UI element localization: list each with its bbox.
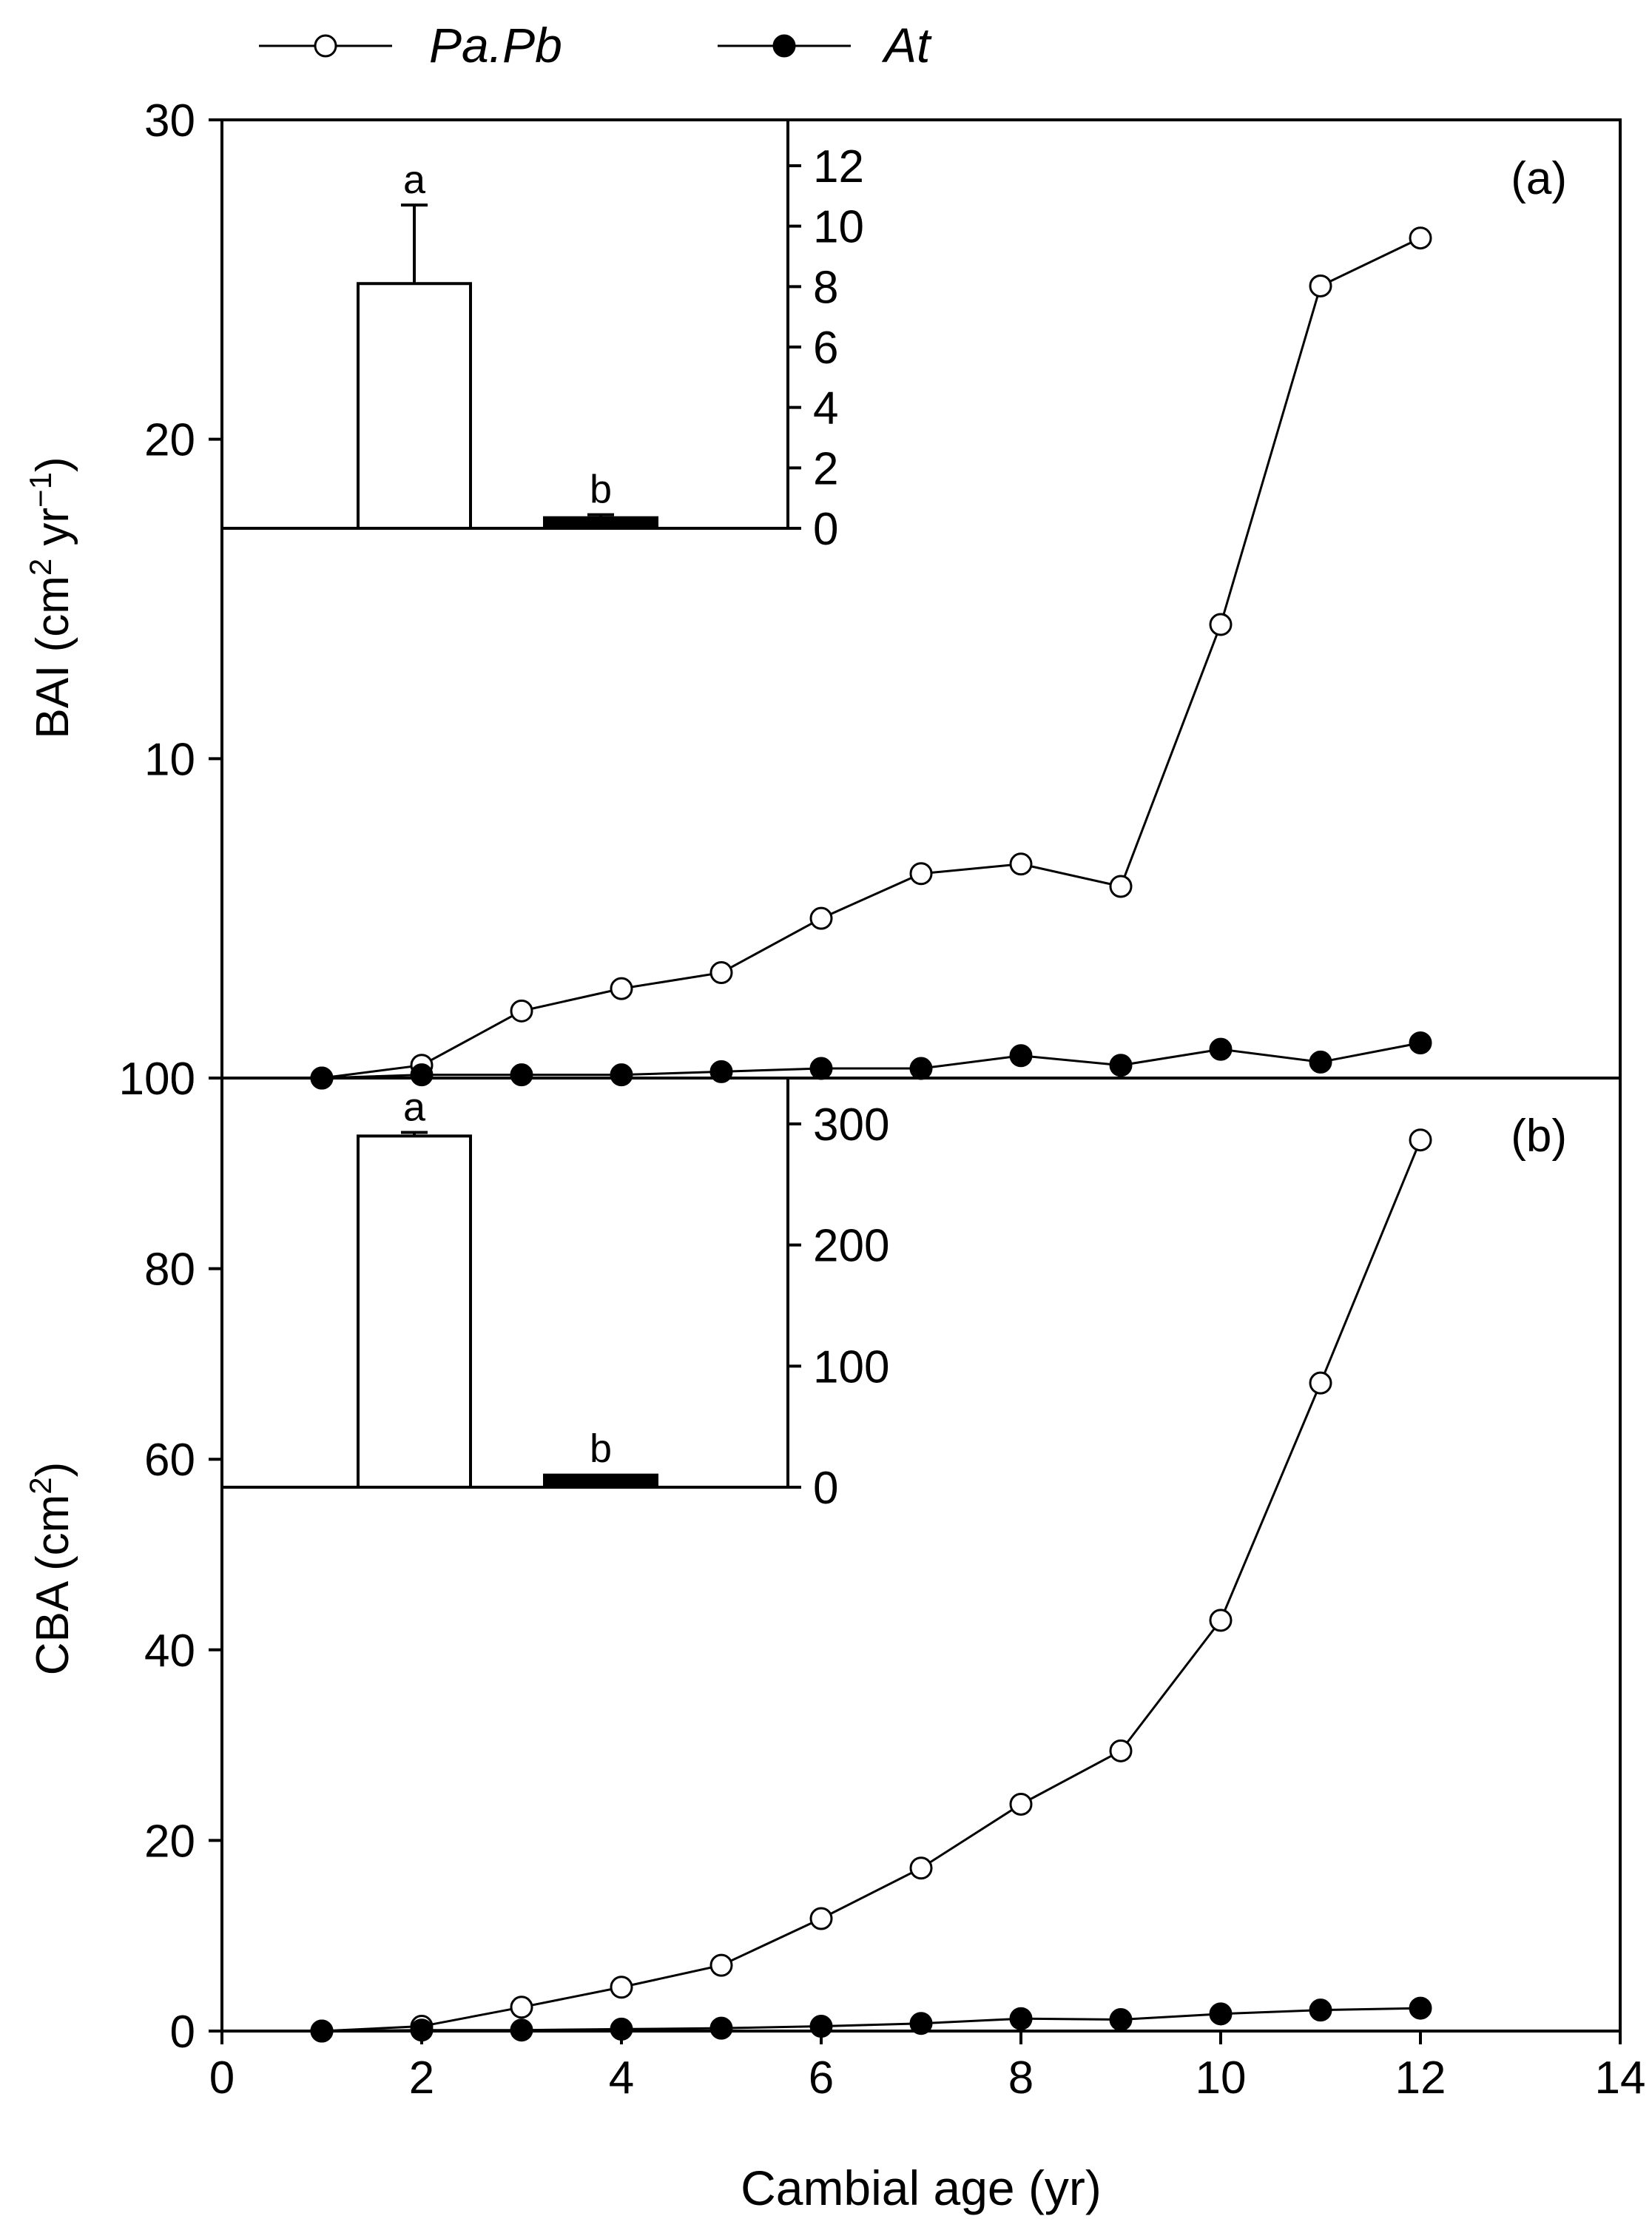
inset-bar-papb — [357, 282, 472, 530]
data-point-at — [1209, 1037, 1233, 1061]
data-point-at — [1309, 1998, 1332, 2022]
data-point-papb — [909, 1856, 933, 1880]
data-point-papb — [1109, 875, 1133, 898]
data-point-at — [1109, 2008, 1133, 2032]
y-tick-label: 20 — [144, 415, 195, 466]
x-tick-label: 12 — [1395, 2053, 1446, 2104]
x-tick-label: 4 — [609, 2053, 634, 2104]
data-point-papb — [610, 977, 633, 1000]
x-tick-label: 10 — [1196, 2053, 1247, 2104]
data-point-at — [1009, 1044, 1033, 1068]
panel-a: 0 10 20 30 BAI (cm2 yr−1) (a) 0 2 4 6 8 10 12 a b — [23, 95, 1622, 1105]
data-point-at — [1409, 1996, 1432, 2020]
data-point-papb — [510, 1996, 533, 2019]
data-point-papb — [709, 961, 733, 985]
panel-label: (b) — [1511, 1111, 1567, 1162]
inset-bar-letter: b — [590, 468, 612, 512]
series-line-at — [321, 1042, 1421, 1080]
inset-y-tick-label: 0 — [813, 504, 838, 555]
legend: Pa.Pb At — [259, 18, 932, 73]
data-point-papb — [909, 862, 933, 886]
series-line-at — [321, 2007, 1421, 2033]
data-point-papb — [1109, 1739, 1133, 1762]
panel-label: (a) — [1511, 153, 1567, 204]
data-point-at — [1409, 1031, 1432, 1055]
x-tick-label: 8 — [1008, 2053, 1034, 2104]
legend-marker — [314, 34, 337, 58]
inset-bar-at — [543, 1473, 658, 1489]
data-point-papb — [610, 1976, 633, 1999]
data-point-at — [909, 2012, 933, 2035]
y-tick-label: 80 — [144, 1245, 195, 1296]
legend-label: Pa.Pb — [429, 18, 562, 73]
data-point-at — [1309, 1050, 1332, 1074]
data-point-papb — [1009, 852, 1033, 876]
inset-bar-letter: a — [403, 158, 426, 202]
data-point-at — [510, 1063, 533, 1087]
data-point-at — [410, 1063, 434, 1087]
data-point-papb — [809, 1907, 833, 1930]
x-tick-label: 0 — [209, 2053, 235, 2104]
inset-y-tick-label: 10 — [813, 202, 864, 253]
series-line-papb — [321, 1139, 1422, 2033]
data-point-papb — [1409, 226, 1432, 250]
data-point-at — [1109, 1054, 1133, 1077]
data-point-papb — [809, 906, 833, 930]
inset-y-tick-label: 2 — [813, 443, 838, 494]
inset-y-tick-label: 100 — [813, 1341, 889, 1393]
x-tick-label: 2 — [409, 2053, 434, 2104]
data-point-at — [310, 2019, 334, 2043]
series-line-papb — [321, 237, 1421, 1080]
data-point-papb — [1209, 1609, 1233, 1632]
x-axis-label: Cambial age (yr) — [741, 2161, 1102, 2215]
data-point-at — [610, 2017, 633, 2041]
data-point-at — [909, 1057, 933, 1080]
inset-y-tick-label: 6 — [813, 323, 838, 374]
inset-y-tick-label: 12 — [813, 141, 864, 192]
y-tick-label: 60 — [144, 1435, 195, 1486]
data-point-at — [709, 2016, 733, 2040]
inset-bar-letter: a — [403, 1085, 426, 1129]
y-tick-label: 10 — [144, 734, 195, 785]
data-point-at — [410, 2018, 434, 2042]
x-tick-label: 6 — [809, 2053, 834, 2104]
y-tick-label: 0 — [170, 1054, 195, 1105]
inset-y-tick-label: 300 — [813, 1100, 889, 1151]
data-point-papb — [1309, 1371, 1332, 1395]
inset-y-tick-label: 0 — [813, 1463, 838, 1514]
inset-y-tick-label: 4 — [813, 383, 838, 434]
y-tick-label: 30 — [144, 95, 195, 147]
data-point-papb — [1009, 1792, 1033, 1816]
data-point-papb — [1409, 1128, 1432, 1152]
data-point-papb — [1309, 274, 1332, 297]
data-point-at — [1209, 2002, 1233, 2026]
y-axis-label: BAI (cm2 yr−1) — [23, 457, 79, 738]
inset-y-tick-label: 8 — [813, 262, 838, 313]
data-point-at — [1009, 2007, 1033, 2030]
y-tick-label: 100 — [119, 1054, 195, 1105]
legend-marker — [772, 34, 796, 58]
y-axis-label: CBA (cm2) — [23, 1462, 79, 1676]
data-point-at — [809, 2015, 833, 2038]
data-point-papb — [1209, 613, 1233, 636]
y-tick-label: 20 — [144, 1816, 195, 1867]
data-point-at — [610, 1063, 633, 1087]
data-point-papb — [709, 1953, 733, 1977]
panel-frame — [220, 118, 1622, 1080]
inset-bar-letter: b — [590, 1427, 612, 1471]
y-tick-label: 40 — [144, 1626, 195, 1677]
inset-y-tick-label: 200 — [813, 1221, 889, 1272]
x-tick-label: 14 — [1595, 2053, 1646, 2104]
legend-label: At — [881, 18, 932, 73]
data-point-at — [809, 1057, 833, 1080]
inset-bar-papb — [357, 1134, 472, 1489]
inset-bar-at — [543, 516, 658, 530]
data-point-at — [510, 2018, 533, 2042]
data-point-papb — [510, 999, 533, 1023]
y-tick-label: 0 — [170, 2007, 195, 2058]
